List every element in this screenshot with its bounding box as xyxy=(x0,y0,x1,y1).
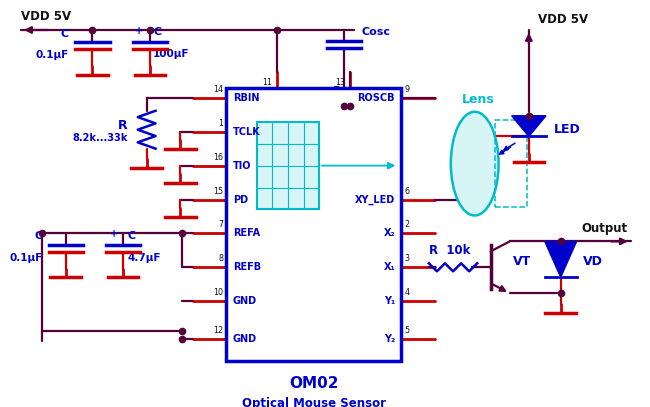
Text: 9: 9 xyxy=(404,85,410,94)
Text: 7: 7 xyxy=(218,221,223,230)
Text: LED: LED xyxy=(554,123,581,136)
Text: 11: 11 xyxy=(262,78,272,87)
Text: Optical Mouse Sensor: Optical Mouse Sensor xyxy=(242,397,386,407)
Text: X₁: X₁ xyxy=(384,263,395,272)
Text: 4: 4 xyxy=(404,288,410,297)
Text: OM02: OM02 xyxy=(289,376,339,391)
Text: 8.2k...33k: 8.2k...33k xyxy=(72,133,127,143)
Text: 5: 5 xyxy=(404,326,410,335)
Text: R  10k: R 10k xyxy=(429,244,471,257)
Text: 15: 15 xyxy=(213,186,223,195)
Text: 13: 13 xyxy=(335,78,345,87)
Text: REFA: REFA xyxy=(233,228,260,239)
Text: VT: VT xyxy=(513,255,531,268)
Text: 3: 3 xyxy=(404,254,410,263)
Text: XY_LED: XY_LED xyxy=(355,195,395,205)
FancyBboxPatch shape xyxy=(226,88,402,361)
Text: 16: 16 xyxy=(213,153,223,162)
Text: Y₂: Y₂ xyxy=(384,334,395,344)
Text: TCLK: TCLK xyxy=(233,127,261,137)
Text: REFB: REFB xyxy=(233,263,261,272)
Text: 2: 2 xyxy=(404,221,410,230)
Text: Cosc: Cosc xyxy=(362,27,391,37)
Text: Y₁: Y₁ xyxy=(384,296,395,306)
Text: 100μF: 100μF xyxy=(153,49,190,59)
Text: X₂: X₂ xyxy=(384,228,395,239)
Text: VDD 5V: VDD 5V xyxy=(538,13,588,26)
Text: ROSCB: ROSCB xyxy=(358,93,395,103)
Text: VD: VD xyxy=(583,255,603,268)
Ellipse shape xyxy=(451,112,499,215)
Text: +: + xyxy=(110,229,118,239)
Text: Rosc: Rosc xyxy=(333,86,362,96)
FancyBboxPatch shape xyxy=(257,122,319,210)
Text: 4.7μF: 4.7μF xyxy=(127,253,161,263)
Text: GND: GND xyxy=(233,296,257,306)
Text: R: R xyxy=(118,119,127,132)
Text: TIO: TIO xyxy=(233,161,251,171)
Text: 14: 14 xyxy=(213,85,223,94)
Text: 6: 6 xyxy=(404,186,410,195)
Text: C: C xyxy=(60,29,68,39)
Text: 10: 10 xyxy=(213,288,223,297)
Text: C: C xyxy=(34,232,43,241)
Text: 1: 1 xyxy=(218,119,223,128)
Text: PD: PD xyxy=(233,195,248,204)
Text: Output: Output xyxy=(582,222,627,235)
Text: +: + xyxy=(135,26,144,36)
Text: 0.1μF: 0.1μF xyxy=(10,253,43,263)
Text: 8: 8 xyxy=(218,254,223,263)
Text: GND: GND xyxy=(233,334,257,344)
Text: 12: 12 xyxy=(213,326,223,335)
Polygon shape xyxy=(512,116,546,136)
Text: 51k: 51k xyxy=(336,107,359,117)
Polygon shape xyxy=(545,241,577,277)
Text: 0.1μF: 0.1μF xyxy=(35,50,68,60)
Text: C: C xyxy=(127,231,136,241)
Text: VDD 5V: VDD 5V xyxy=(21,10,71,23)
Text: Lens: Lens xyxy=(462,93,494,106)
Text: RBIN: RBIN xyxy=(233,93,259,103)
Text: C: C xyxy=(153,27,161,37)
